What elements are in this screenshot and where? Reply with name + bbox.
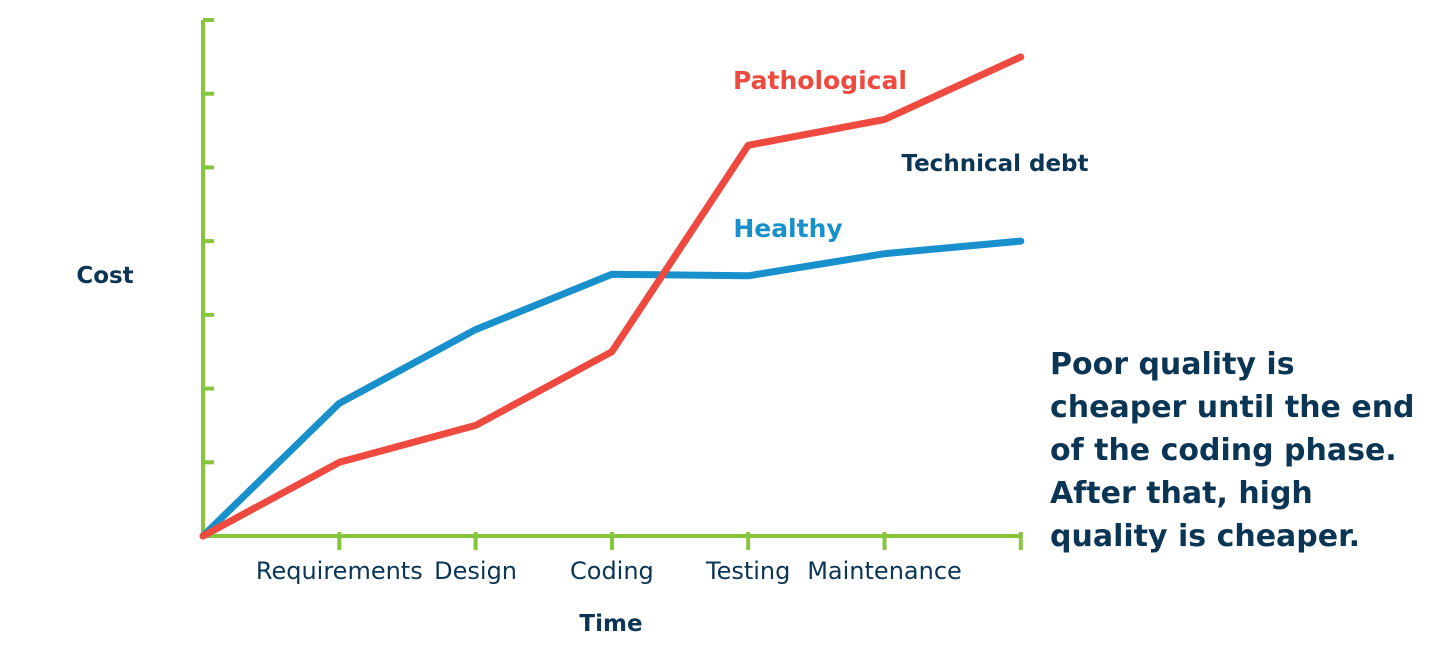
x-tick-label: Requirements	[256, 557, 423, 585]
series-label-healthy: Healthy	[733, 214, 842, 243]
x-tick-label: Coding	[570, 557, 654, 585]
series-lines	[199, 53, 1025, 540]
note-line: quality is cheaper.	[1050, 519, 1361, 554]
note-line: cheaper until the end	[1050, 390, 1415, 425]
axes: Requirements Design Coding Testing Maintenan…	[201, 18, 1023, 585]
x-tick-label: Design	[434, 557, 517, 585]
series-line-healthy	[199, 237, 1025, 540]
x-axis-label: Time	[579, 611, 642, 637]
chart-labels: Cost Time Pathological Healthy Technical…	[76, 66, 1088, 637]
series-line-pathological	[199, 53, 1025, 540]
series-label-pathological: Pathological	[733, 66, 907, 95]
note-line: After that, high	[1050, 476, 1313, 511]
note-line: of the coding phase.	[1050, 433, 1397, 468]
x-tick-label: Testing	[705, 557, 790, 585]
quality-note: Poor quality is cheaper until the end of…	[1050, 343, 1420, 558]
note-line: Poor quality is	[1050, 347, 1295, 382]
x-tick-label: Maintenance	[807, 557, 962, 585]
technical-debt-annotation: Technical debt	[901, 151, 1088, 177]
y-axis-label: Cost	[76, 263, 133, 289]
